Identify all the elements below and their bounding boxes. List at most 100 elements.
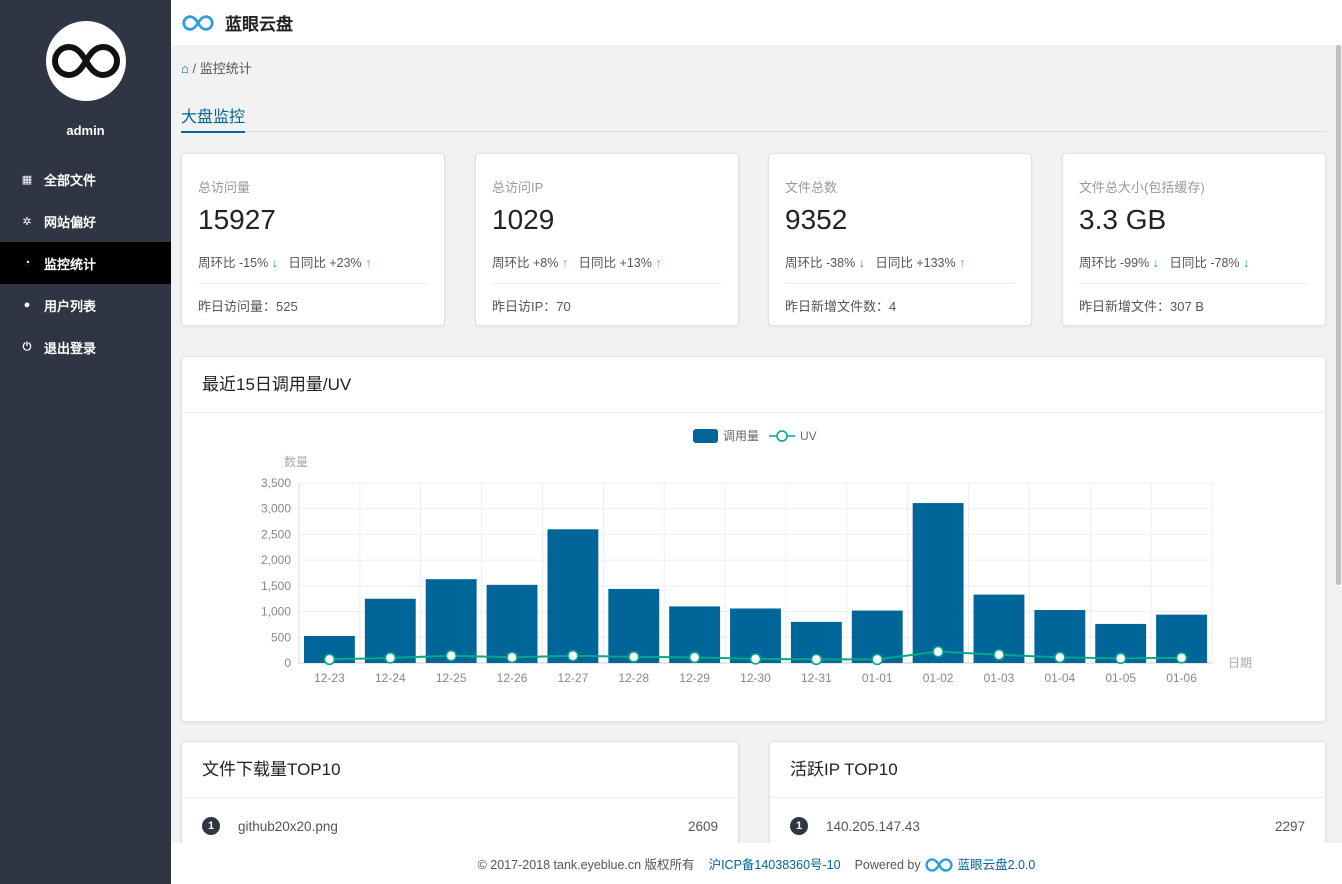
legend-bar-label: 调用量 [723,429,759,443]
sidebar-item-label: 全部文件 [44,172,97,188]
arrow-up-icon: ↑ [561,256,569,270]
sidebar-item-3[interactable]: ● 用户列表 [0,284,171,326]
arrow-down-icon: ↓ [271,256,278,270]
day-label: 日同比 [1169,256,1207,270]
sidebar-item-4[interactable]: ⏻ 退出登录 [0,326,171,368]
sidebar-item-0[interactable]: ▦ 全部文件 [0,158,171,200]
x-tick-label: 12-26 [497,671,528,685]
week-value: -38% [826,256,856,270]
stat-compare: 周环比 -15% ↓ 日同比 +23% ↑ [198,252,428,284]
download-count: 2609 [687,818,718,834]
active-ip-title: 活跃IP TOP10 [770,742,1325,798]
y-tick-label: 1,000 [261,605,291,619]
arrow-up-icon: ↑ [365,256,372,270]
arrow-up-icon: ↑ [655,256,662,270]
week-label: 周环比 [198,256,236,270]
file-name: github20x20.png [238,818,338,834]
sidebar-item-1[interactable]: ✲ 网站偏好 [0,200,171,242]
list-item[interactable]: 1 github20x20.png 2609 [182,798,738,843]
gear-icon: ✲ [22,215,32,228]
x-tick-label: 01-04 [1044,671,1075,685]
stat-label: 总访问IP [492,180,544,195]
y-tick-label: 3,500 [261,476,291,490]
main-content: ⌂ / 监控统计 大盘监控 总访问量 15927 周环比 -15% ↓ 日同比 … [171,45,1336,843]
logo-icon[interactable] [181,12,215,34]
logo-icon [925,858,953,873]
day-value: +13% [619,256,652,270]
avatar[interactable] [46,21,126,101]
stat-yesterday: 昨日新增文件：307 B [1079,299,1204,314]
arrow-down-icon: ↓ [1243,256,1250,270]
breadcrumb-separator: / [192,61,197,76]
uv-point [1175,652,1188,664]
sidebar: admin ▦ 全部文件 ✲ 网站偏好 ◔ 监控统计 ● 用户列表 ⏻ 退出登录 [0,0,171,884]
username: admin [66,123,105,138]
x-tick-label: 01-02 [923,671,954,685]
stat-label: 总访问量 [198,180,251,195]
list-item[interactable]: 1 140.205.147.43 2297 [770,798,1325,843]
bar [425,579,477,663]
chart-card: 最近15日调用量/UV 调用量 UV 数量 日期 0 500 1,000 1,500 2,000… [181,356,1326,722]
sidebar-item-label: 监控统计 [44,256,97,272]
day-label: 日同比 [288,256,326,270]
x-tick-label: 12-27 [558,671,589,685]
uv-point [628,651,640,663]
tab-dashboard[interactable]: 大盘监控 [181,103,246,133]
stat-card: 文件总大小(包括缓存) 3.3 GB 周环比 -99% ↓ 日同比 -78% ↓… [1062,153,1326,326]
uv-point [1114,652,1127,665]
dashboard-icon: ◔ [23,257,31,269]
stat-label: 文件总大小(包括缓存) [1079,180,1205,195]
home-icon[interactable]: ⌂ [181,61,189,76]
breadcrumb: ⌂ / 监控统计 [181,58,252,77]
powered-by: Powered by [854,857,921,872]
day-value: +133% [916,256,956,270]
user-icon: ● [23,299,31,311]
x-tick-label: 12-23 [314,671,345,685]
week-value: -15% [239,256,269,270]
sidebar-item-2[interactable]: ◔ 监控统计 [0,242,171,284]
week-label: 周环比 [785,256,823,270]
uv-point [445,650,457,662]
stat-yesterday: 昨日新增文件数：4 [785,299,897,314]
stat-yesterday: 昨日访问量：525 [198,299,298,314]
stat-compare: 周环比 -38% ↓ 日同比 +133% ↑ [785,252,1015,284]
downloads-card: 文件下载量TOP10 1 github20x20.png 2609 [181,741,739,843]
arrow-down-icon: ↓ [1152,256,1159,270]
stat-value: 1029 [492,204,555,235]
sidebar-item-label: 网站偏好 [44,214,97,230]
x-tick-label: 12-29 [679,671,710,685]
week-value: -99% [1120,256,1150,270]
week-label: 周环比 [1079,256,1117,270]
x-tick-label: 12-31 [801,671,832,685]
app-title: 蓝眼云盘 [225,15,293,34]
downloads-title: 文件下载量TOP10 [182,742,738,798]
y-tick-label: 1,500 [261,579,291,593]
scrollbar-thumb[interactable] [1336,45,1341,585]
y-tick-label: 500 [271,630,291,644]
sidebar-item-label: 退出登录 [44,340,97,356]
stat-card: 总访问量 15927 周环比 -15% ↓ 日同比 +23% ↑ 昨日访问量：5… [181,153,445,326]
footer: © 2017-2018 tank.eyeblue.cn 版权所有 沪ICP备14… [171,843,1342,884]
y-tick-label: 2,500 [261,527,291,541]
uv-point [506,651,518,664]
icp-link[interactable]: 沪ICP备14038360号-10 [708,858,841,872]
scrollbar[interactable] [1336,45,1342,843]
ip-address: 140.205.147.43 [826,818,920,834]
uv-point [993,649,1005,661]
sidebar-item-label: 用户列表 [44,298,97,314]
bar [608,588,660,663]
product-link[interactable]: 蓝眼云盘2.0.0 [957,857,1036,872]
uv-point [810,653,823,666]
y-tick-label: 0 [284,656,291,670]
stat-value: 3.3 GB [1079,204,1167,235]
copyright: © 2017-2018 tank.eyeblue.cn 版权所有 [477,858,695,872]
x-tick-label: 12-25 [436,671,467,685]
x-tick-label: 01-01 [862,671,893,685]
bar [912,503,964,663]
uv-point [323,653,336,666]
x-tick-label: 12-24 [375,671,406,685]
y-tick-label: 2,000 [261,553,291,567]
legend-bar-swatch [693,429,718,443]
stat-card: 总访问IP 1029 周环比 +8% ↑ 日同比 +13% ↑ 昨日访IP：70 [475,153,739,326]
